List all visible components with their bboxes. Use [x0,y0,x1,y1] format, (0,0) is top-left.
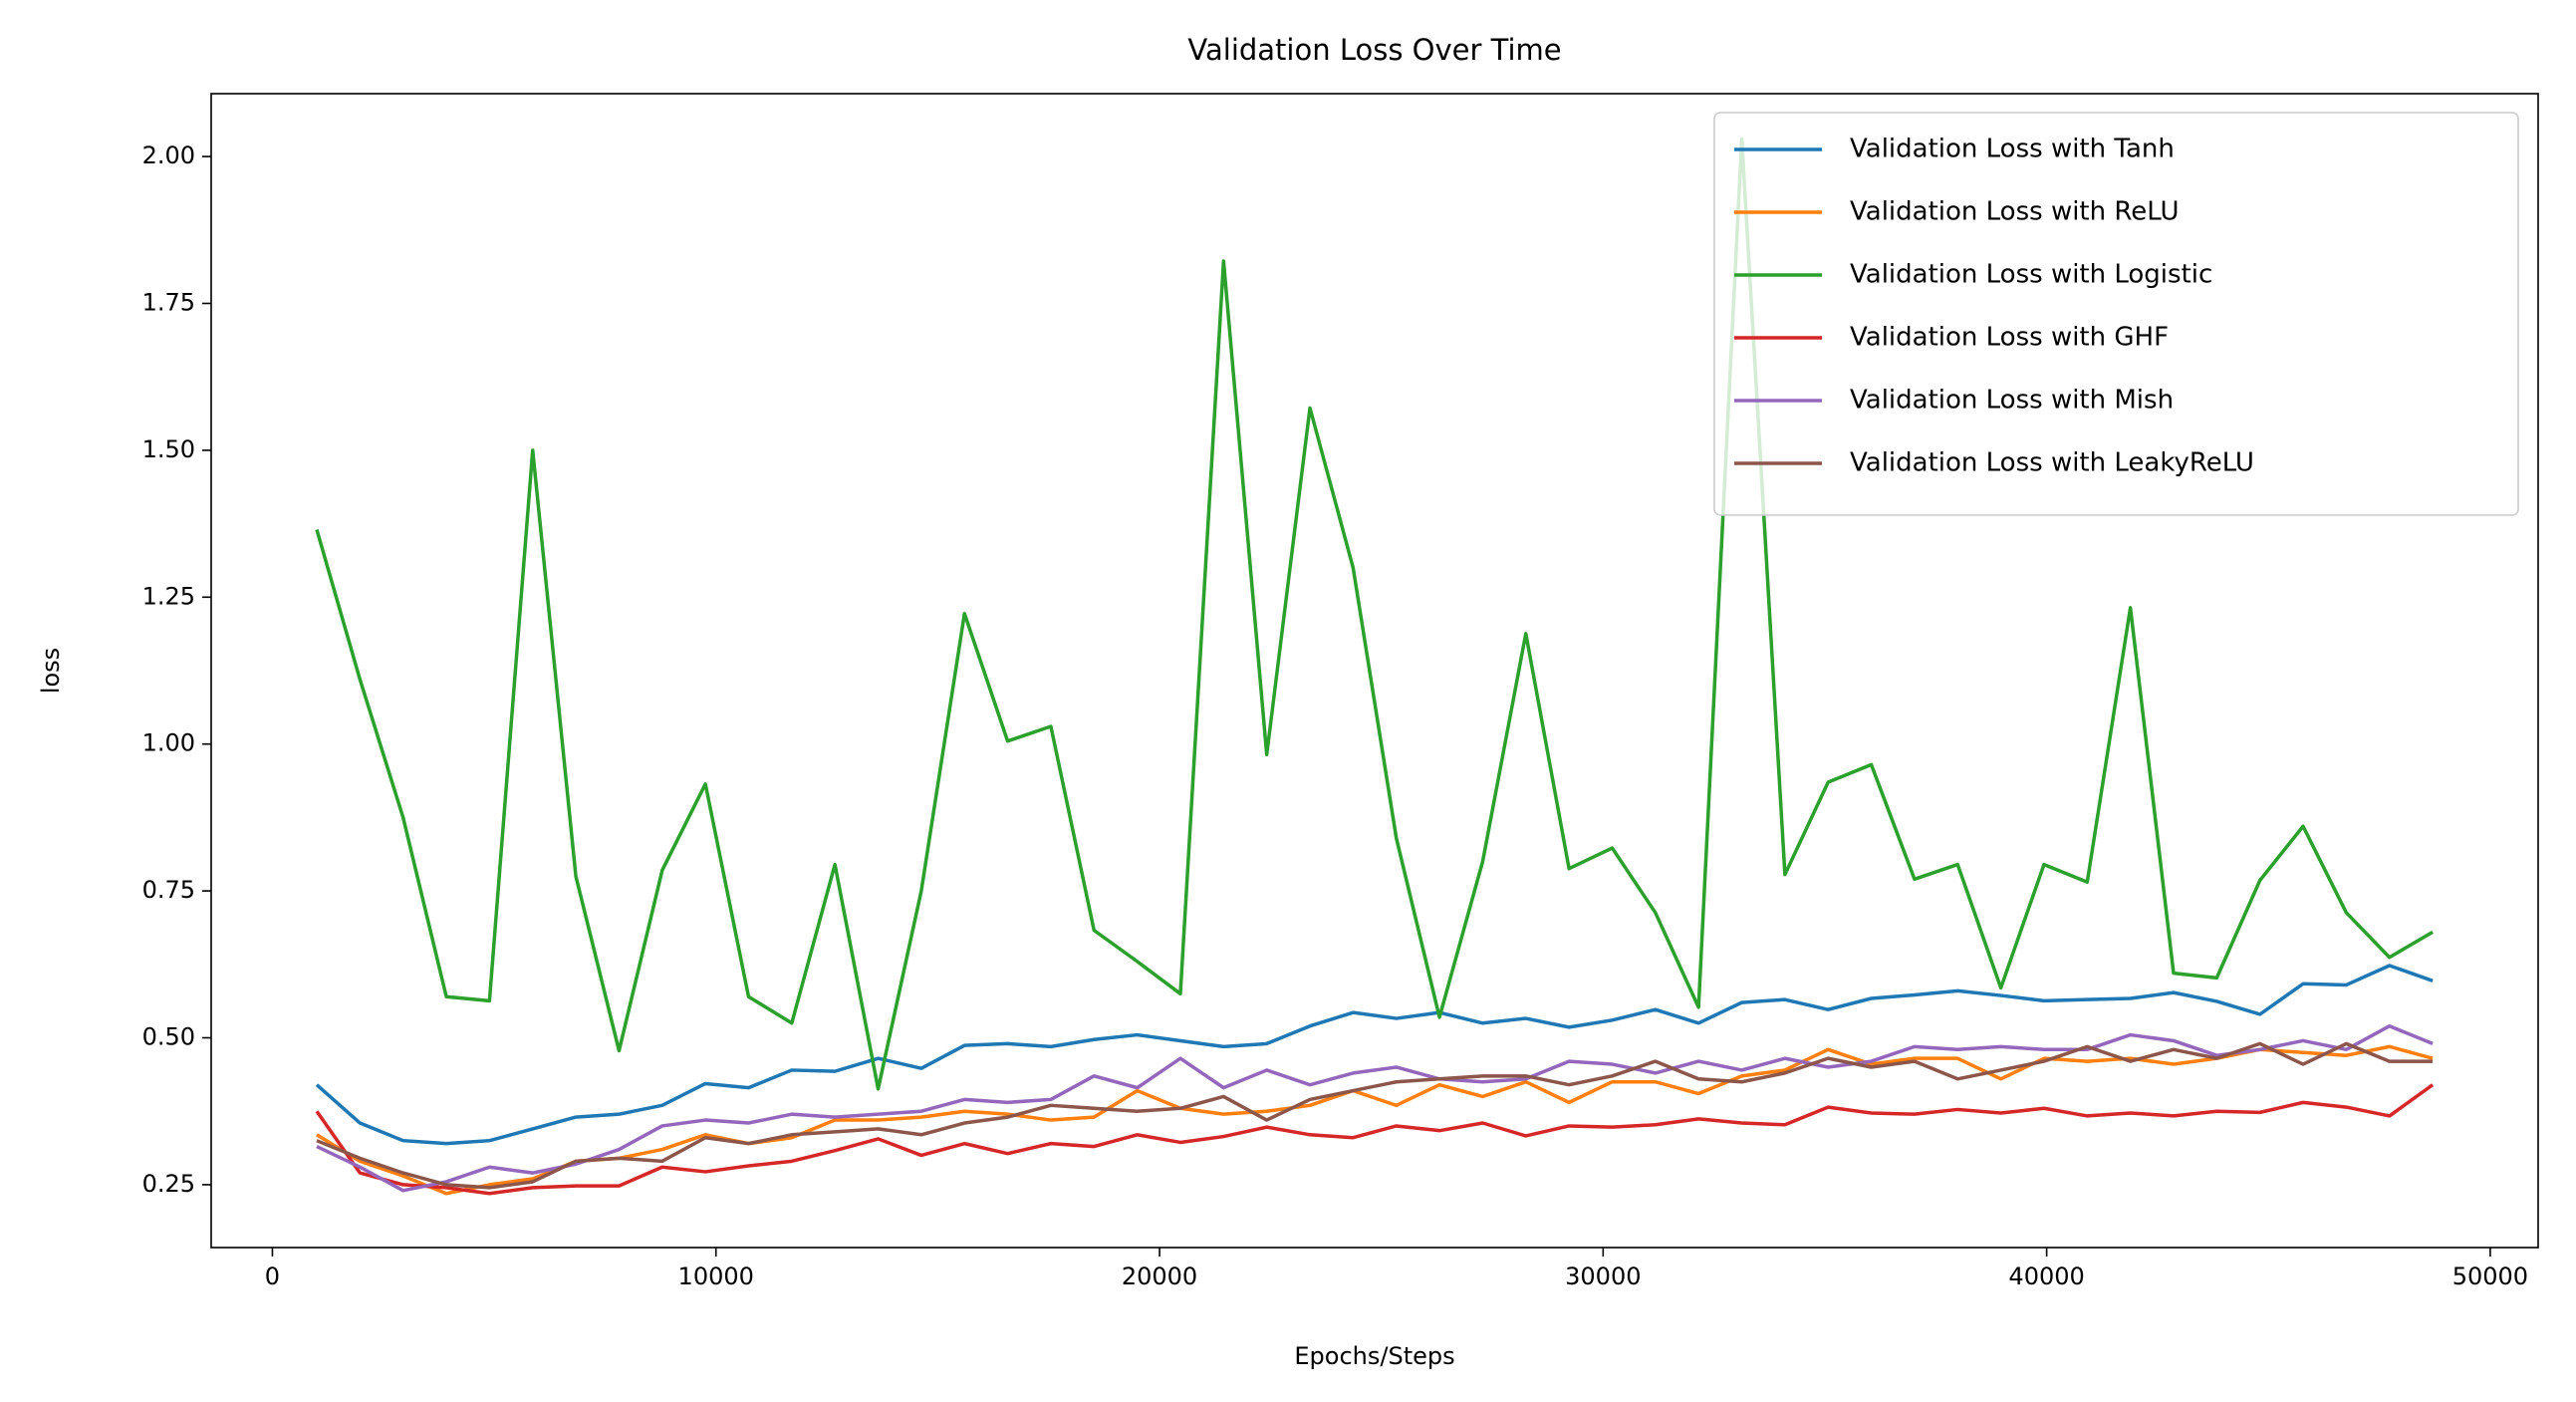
x-tick-label: 10000 [678,1262,754,1290]
y-tick-label: 0.75 [142,876,195,904]
series-line [316,1023,2434,1193]
legend-label: Validation Loss with GHF [1850,323,2169,353]
series-line [316,1041,2434,1190]
legend-label: Validation Loss with ReLU [1850,197,2179,227]
x-tick-label: 50000 [2452,1262,2528,1290]
y-tick-label: 2.00 [142,141,195,169]
legend-label: Validation Loss with Tanh [1850,135,2175,164]
x-tick-label: 40000 [2008,1262,2084,1290]
chart-title: Validation Loss Over Time [1187,33,1561,67]
y-tick-label: 1.25 [142,582,195,610]
y-tick-label: 1.75 [142,288,195,316]
y-tick-label: 1.50 [142,435,195,463]
series-line [315,1083,2435,1196]
legend-label: Validation Loss with Mish [1850,386,2174,416]
plot-frame [210,93,2539,1249]
x-axis-label: Epochs/Steps [1294,1342,1454,1370]
series-line [315,964,2434,1146]
series-line [316,1044,2434,1196]
y-tick-label: 0.25 [142,1170,195,1198]
x-tick-label: 30000 [1565,1262,1641,1290]
legend-box [1713,112,2519,516]
y-axis-label: loss [37,648,65,694]
legend-label: Validation Loss with LeakyReLU [1850,448,2254,478]
series-line [315,137,2434,1091]
y-tick-label: 0.50 [142,1023,195,1051]
legend-label: Validation Loss with Logistic [1850,260,2212,290]
x-tick-label: 20000 [1122,1262,1197,1290]
x-tick-label: 0 [265,1262,280,1290]
y-tick-label: 1.00 [142,729,195,757]
